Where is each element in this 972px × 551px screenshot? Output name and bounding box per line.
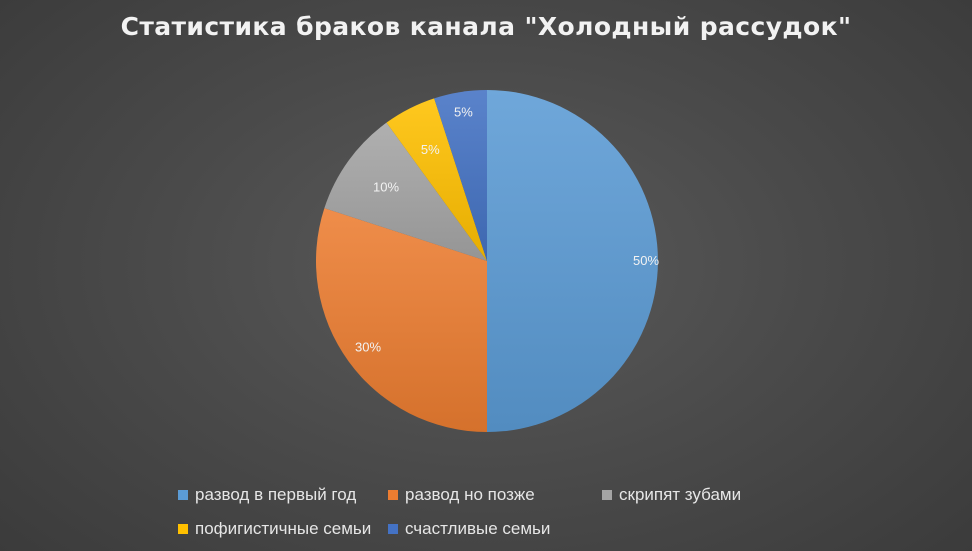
legend-label-4: счастливые семьи: [405, 519, 551, 538]
legend-swatch-1: [388, 490, 398, 500]
pie-slice-3[interactable]: [386, 98, 487, 261]
legend-swatch-3: [178, 524, 188, 534]
legend-label-3: пофигистичные семьи: [195, 519, 372, 538]
pie-data-labels: 50% 30% 10% 5% 5%: [355, 104, 659, 354]
legend-item-0[interactable]: развод в первый год: [178, 485, 356, 505]
legend-label-1: развод но позже: [405, 485, 535, 504]
legend-label-0: развод в первый год: [195, 485, 357, 504]
legend-swatch-2: [602, 490, 612, 500]
legend-swatch-4: [388, 524, 398, 534]
data-label-1: 30%: [355, 339, 381, 354]
pie-slices: [316, 90, 658, 432]
legend-label-2: скрипят зубами: [619, 485, 742, 504]
pie-slice-0[interactable]: [487, 90, 658, 432]
legend-item-2[interactable]: скрипят зубами: [602, 485, 741, 505]
pie-slice-2[interactable]: [324, 122, 487, 261]
legend-row-1: развод в первый год развод но позже скри…: [0, 485, 972, 505]
legend-item-3[interactable]: пофигистичные семьи: [178, 519, 371, 539]
data-label-2: 10%: [373, 180, 399, 195]
legend-swatch-0: [178, 490, 188, 500]
data-label-0: 50%: [633, 253, 659, 268]
data-label-4: 5%: [454, 104, 473, 119]
pie-slice-1[interactable]: [316, 208, 487, 432]
legend-row-2: пофигистичные семьи счастливые семьи: [0, 519, 972, 539]
chart-title: Статистика браков канала "Холодный рассу…: [120, 12, 852, 41]
legend-item-1[interactable]: развод но позже: [388, 485, 535, 505]
legend-item-4[interactable]: счастливые семьи: [388, 519, 550, 539]
data-label-3: 5%: [421, 142, 440, 157]
pie-slice-4[interactable]: [434, 90, 487, 261]
